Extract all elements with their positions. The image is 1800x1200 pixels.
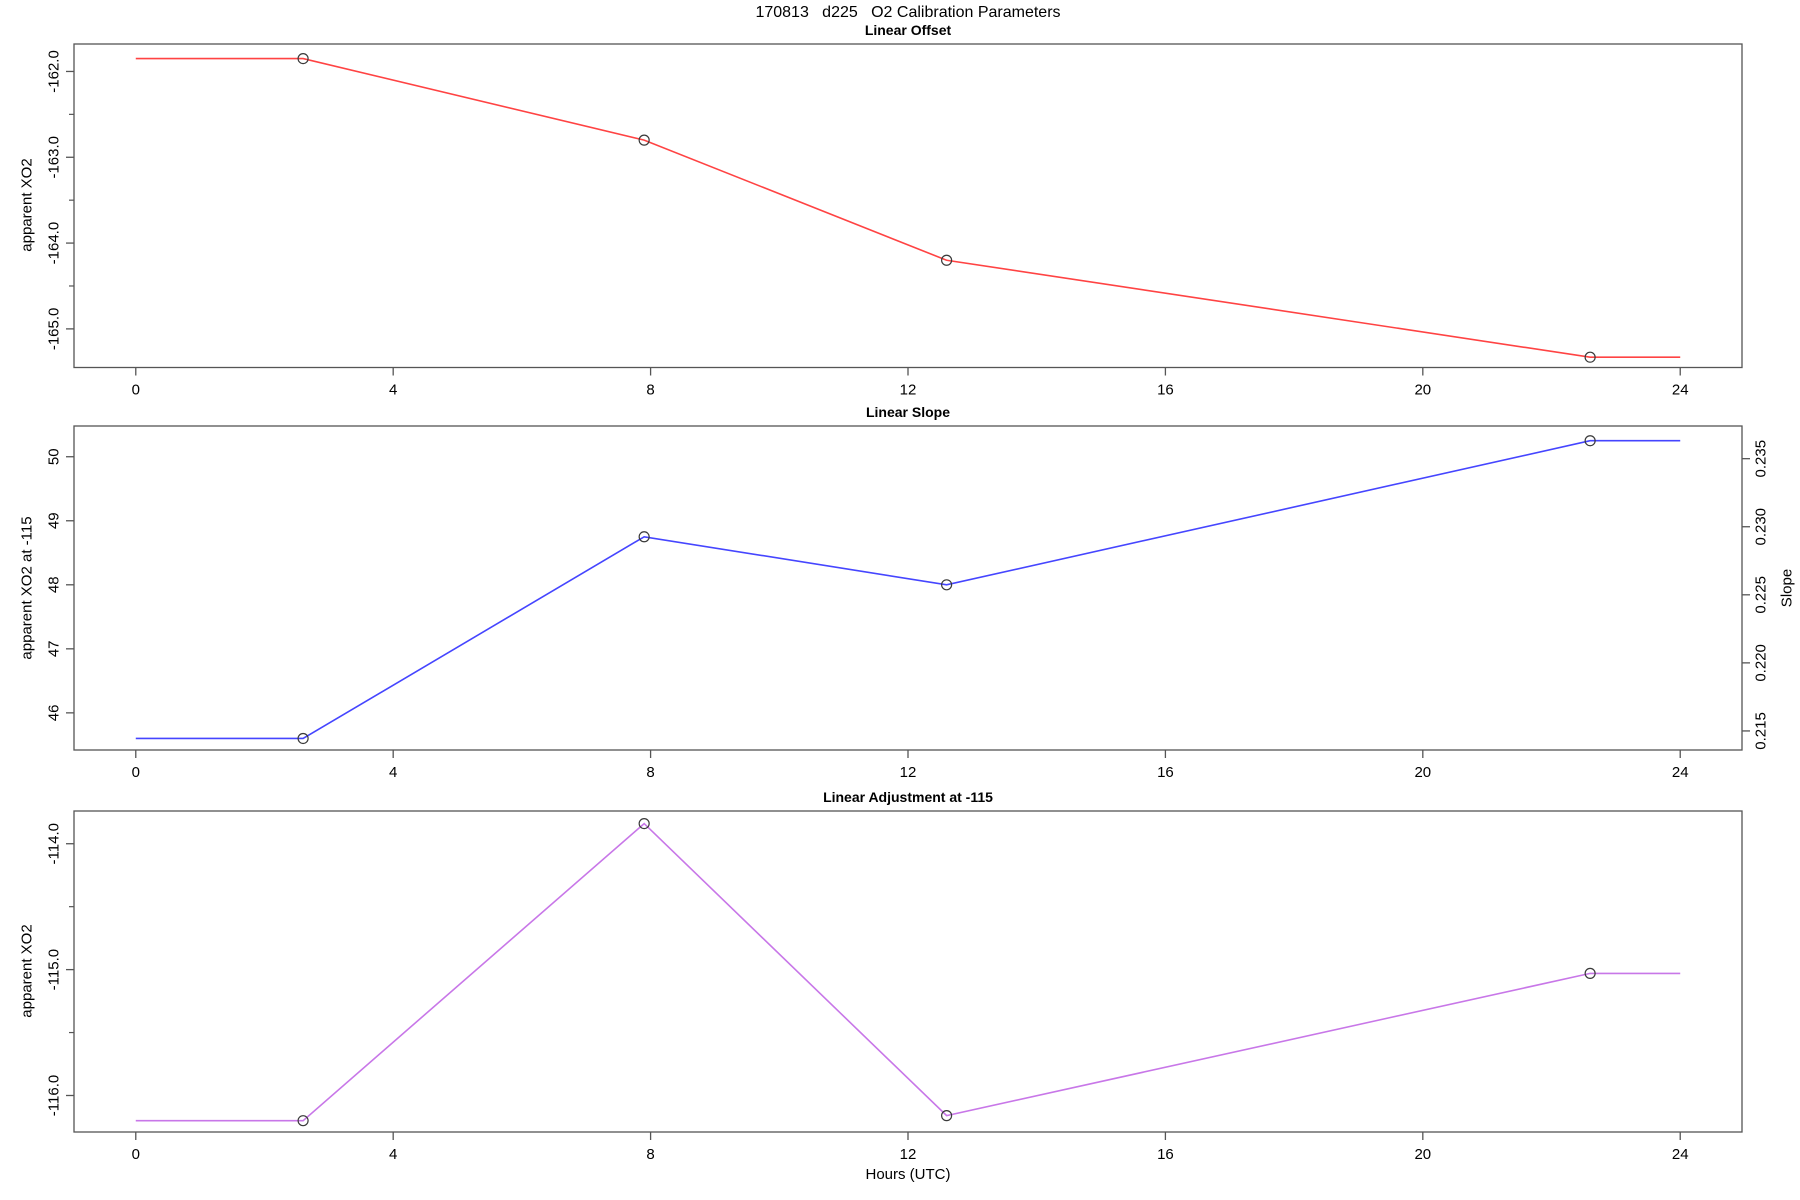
x-tick-label: 16 [1157, 1146, 1174, 1163]
y-tick-label: -165.0 [46, 308, 63, 351]
linear-adjustment-data-point [297, 1115, 309, 1127]
x-tick-label: 4 [389, 764, 397, 781]
linear-slope-data-point [941, 579, 953, 591]
y-tick-label: -162.0 [46, 50, 63, 93]
y-tick-label: -115.0 [46, 949, 63, 990]
x-tick-label: 0 [132, 1146, 140, 1163]
linear-adjustment-data-point [941, 1110, 953, 1122]
linear-adjustment-line [135, 822, 1681, 1122]
x-tick-label: 24 [1672, 382, 1689, 399]
linear-adjustment-data-point [1584, 967, 1596, 979]
plot-box [73, 810, 1743, 1133]
y-axis-label-slope-right: Slope [1778, 568, 1796, 608]
y-tick-label: 49 [46, 512, 63, 529]
x-tick-label: 4 [389, 1146, 397, 1163]
panel-linear-slope: 0 4 8 12 16 20 2446474849500.2150.2200.2250.23… [46, 425, 1770, 781]
x-tick-label: 8 [646, 382, 654, 399]
x-tick-label: 24 [1672, 764, 1689, 781]
y-axis-label-offset: apparent XO2 [18, 158, 36, 252]
panel-title-linear-slope: Linear Slope [865, 404, 951, 420]
x-tick-label: 8 [646, 1146, 654, 1163]
y-tick-label: -163.0 [46, 136, 63, 179]
figure-title: 170813 d225 O2 Calibration Parameters [755, 4, 1061, 21]
x-tick-label: 12 [900, 1146, 917, 1163]
y-axis-label-slope-left: apparent XO2 at -115 [18, 516, 36, 660]
x-tick-label: 4 [389, 382, 397, 399]
y-tick-label: 50 [46, 448, 63, 465]
right-y-tick-label: 0.215 [1753, 712, 1770, 750]
y-tick-label: 46 [46, 705, 63, 722]
panel-linear-adjustment: 0 4 8 12 16 20 24 -114.0 -115.0 -116.0 [46, 810, 1743, 1163]
x-axis-label: Hours (UTC) [865, 1166, 951, 1183]
x-tick-label: 16 [1157, 382, 1174, 399]
x-tick-label: 16 [1157, 764, 1174, 781]
y-tick-label: -164.0 [46, 222, 63, 265]
x-tick-label: 0 [132, 382, 140, 399]
linear-offset-data-point [297, 52, 309, 65]
x-tick-label: 12 [900, 764, 917, 781]
y-tick-label: -116.0 [46, 1075, 63, 1116]
y-axis-label-adjustment: apparent XO2 [18, 924, 36, 1018]
y-tick-label: 48 [46, 576, 63, 593]
x-tick-label: 8 [646, 764, 654, 781]
x-tick-label: 24 [1672, 1146, 1689, 1163]
linear-offset-data-point [941, 254, 953, 266]
right-y-tick-label: 0.235 [1753, 440, 1770, 478]
x-tick-label: 20 [1414, 1146, 1431, 1163]
linear-slope-line [135, 439, 1681, 740]
linear-offset-line [135, 57, 1681, 359]
panel-linear-offset: 0 4 8 12 16 20 24 -162.0 -163.0 -164.0 -165.0 [46, 43, 1743, 399]
x-tick-label: 12 [900, 382, 917, 399]
linear-slope-data-point [297, 732, 309, 745]
right-y-tick-label: 0.225 [1753, 576, 1770, 614]
y-tick-label: 47 [46, 640, 63, 657]
linear-slope-data-point [1584, 435, 1596, 447]
linear-adjustment-data-point [638, 817, 650, 830]
linear-offset-data-point [1584, 351, 1596, 363]
plot-box [73, 425, 1743, 751]
panel-title-linear-adjustment: Linear Adjustment at -115 [823, 789, 993, 805]
x-tick-label: 0 [132, 764, 140, 781]
right-y-tick-label: 0.230 [1753, 508, 1770, 546]
x-tick-label: 20 [1414, 382, 1431, 399]
plot-box [73, 43, 1743, 369]
linear-slope-data-point [638, 531, 650, 543]
linear-offset-data-point [638, 134, 650, 146]
panel-title-linear-offset: Linear Offset [864, 22, 952, 38]
right-y-tick-label: 0.220 [1753, 644, 1770, 682]
x-tick-label: 20 [1414, 764, 1431, 781]
y-tick-label: -114.0 [46, 823, 63, 864]
